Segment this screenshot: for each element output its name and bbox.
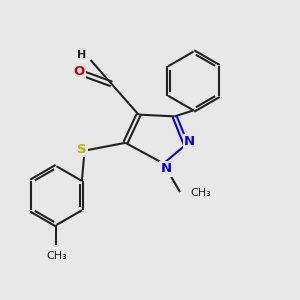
Text: H: H [77, 50, 86, 60]
Text: CH₃: CH₃ [190, 188, 211, 198]
Text: CH₃: CH₃ [46, 251, 67, 261]
Text: N: N [160, 162, 172, 176]
Text: N: N [184, 135, 195, 148]
Text: O: O [73, 65, 85, 78]
Text: S: S [77, 142, 86, 156]
